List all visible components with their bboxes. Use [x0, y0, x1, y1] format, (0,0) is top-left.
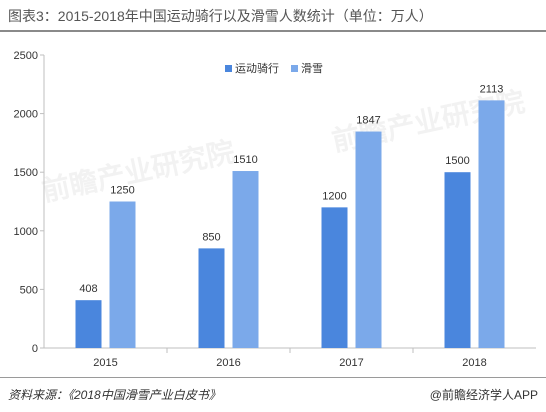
x-tick-label: 2018 [462, 357, 486, 369]
bar-cycling [75, 300, 102, 348]
x-tick-label: 2017 [339, 357, 363, 369]
brand-credit: @前瞻经济学人APP [429, 388, 538, 402]
bar-skiing [109, 201, 136, 348]
bar-cycling [198, 248, 225, 348]
bar-cycling [321, 207, 348, 348]
data-label: 1847 [356, 115, 380, 127]
y-tick-label: 2500 [14, 50, 38, 62]
x-tick-label: 2015 [93, 357, 117, 369]
data-label: 2113 [480, 83, 504, 95]
legend-swatch [291, 65, 298, 72]
bar-skiing [478, 100, 505, 348]
bar-skiing [232, 171, 259, 348]
data-label: 1200 [322, 190, 346, 202]
legend-swatch [225, 65, 232, 72]
chart-title: 图表3：2015-2018年中国运动骑行以及滑雪人数统计（单位：万人） [8, 8, 433, 24]
data-label: 408 [79, 283, 97, 295]
y-tick-label: 2000 [14, 109, 38, 121]
y-tick-label: 1000 [14, 226, 38, 238]
y-tick-label: 1500 [14, 167, 38, 179]
data-label: 1500 [445, 155, 469, 167]
bar-chart: 0 500 1000 1500 2000 2500 408 1250 2015 850 1510 20… [14, 50, 536, 369]
source-note: 资料来源：《2018中国滑雪产业白皮书》 [8, 388, 221, 402]
title-divider [0, 30, 546, 32]
footer-divider [0, 377, 546, 378]
y-tick-label: 0 [32, 343, 38, 355]
data-label: 1510 [233, 154, 257, 166]
bar-skiing [355, 131, 382, 348]
bar-cycling [444, 172, 471, 348]
data-label: 850 [202, 231, 220, 243]
y-tick-label: 500 [20, 284, 38, 296]
legend-label: 运动骑行 [235, 62, 279, 75]
x-tick-label: 2016 [216, 357, 240, 369]
legend-label: 滑雪 [301, 62, 323, 75]
data-label: 1250 [110, 185, 134, 197]
